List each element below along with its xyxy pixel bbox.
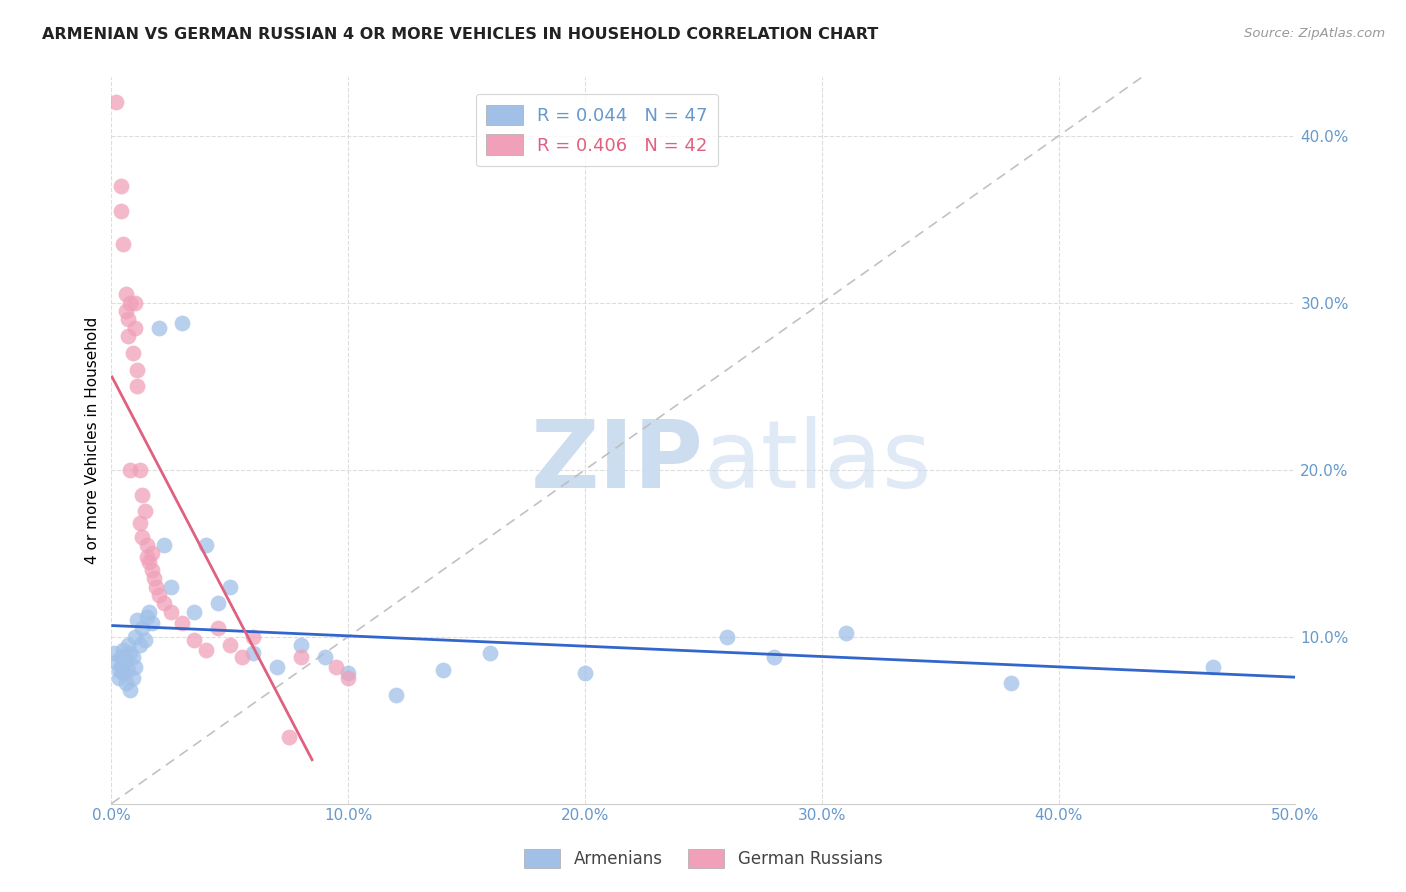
Point [124, 321, 146, 335]
Point [195, 643, 218, 657]
Point [120, 295, 142, 310]
Point [337, 672, 360, 686]
Point [207, 621, 229, 635]
Point [325, 659, 347, 673]
Point [128, 638, 150, 652]
Point [314, 649, 336, 664]
Point [1000, 676, 1022, 690]
Point [290, 649, 312, 664]
Point [218, 580, 240, 594]
Legend: Armenians, German Russians: Armenians, German Russians [517, 842, 889, 875]
Point [121, 672, 143, 686]
Text: Source: ZipAtlas.com: Source: ZipAtlas.com [1244, 27, 1385, 40]
Point [114, 676, 136, 690]
Point [131, 488, 153, 502]
Point [159, 580, 181, 594]
Point [290, 638, 312, 652]
Point [110, 659, 132, 673]
Point [107, 663, 129, 677]
Point [105, 95, 128, 110]
Point [136, 549, 159, 564]
Point [103, 646, 125, 660]
Point [763, 649, 786, 664]
Point [127, 362, 149, 376]
Point [128, 516, 150, 531]
Point [112, 643, 135, 657]
Point [278, 730, 301, 744]
Point [834, 626, 856, 640]
Point [152, 538, 174, 552]
Point [172, 316, 194, 330]
Point [120, 683, 142, 698]
Point [114, 653, 136, 667]
Point [117, 312, 139, 326]
Point [127, 613, 149, 627]
Point [114, 304, 136, 318]
Point [141, 546, 163, 560]
Point [479, 646, 502, 660]
Point [242, 646, 264, 660]
Point [432, 663, 454, 677]
Point [117, 329, 139, 343]
Point [121, 346, 143, 360]
Point [110, 178, 132, 193]
Point [159, 605, 181, 619]
Point [183, 605, 205, 619]
Point [242, 630, 264, 644]
Point [110, 204, 132, 219]
Point [114, 287, 136, 301]
Point [121, 649, 143, 664]
Point [574, 666, 596, 681]
Point [124, 659, 146, 673]
Point [117, 638, 139, 652]
Y-axis label: 4 or more Vehicles in Household: 4 or more Vehicles in Household [86, 317, 100, 564]
Point [138, 605, 160, 619]
Point [127, 379, 149, 393]
Point [183, 633, 205, 648]
Point [112, 666, 135, 681]
Point [218, 638, 240, 652]
Point [112, 237, 135, 252]
Point [136, 538, 159, 552]
Legend: R = 0.044   N = 47, R = 0.406   N = 42: R = 0.044 N = 47, R = 0.406 N = 42 [475, 94, 718, 166]
Point [143, 571, 166, 585]
Text: ZIP: ZIP [530, 417, 703, 508]
Point [105, 655, 128, 669]
Point [110, 649, 132, 664]
Point [134, 504, 156, 518]
Point [1201, 659, 1223, 673]
Point [337, 666, 360, 681]
Point [131, 621, 153, 635]
Point [716, 630, 738, 644]
Point [148, 321, 170, 335]
Text: ARMENIAN VS GERMAN RUSSIAN 4 OR MORE VEHICLES IN HOUSEHOLD CORRELATION CHART: ARMENIAN VS GERMAN RUSSIAN 4 OR MORE VEH… [42, 27, 879, 42]
Point [231, 649, 253, 664]
Point [148, 588, 170, 602]
Point [172, 616, 194, 631]
Point [134, 633, 156, 648]
Point [107, 672, 129, 686]
Point [117, 663, 139, 677]
Point [124, 630, 146, 644]
Text: atlas: atlas [703, 417, 932, 508]
Point [131, 529, 153, 543]
Point [207, 596, 229, 610]
Point [138, 555, 160, 569]
Point [195, 538, 218, 552]
Point [141, 563, 163, 577]
Point [384, 688, 406, 702]
Point [120, 463, 142, 477]
Point [124, 295, 146, 310]
Point [141, 616, 163, 631]
Point [128, 463, 150, 477]
Point [152, 596, 174, 610]
Point [145, 580, 167, 594]
Point [266, 659, 288, 673]
Point [136, 609, 159, 624]
Point [120, 646, 142, 660]
